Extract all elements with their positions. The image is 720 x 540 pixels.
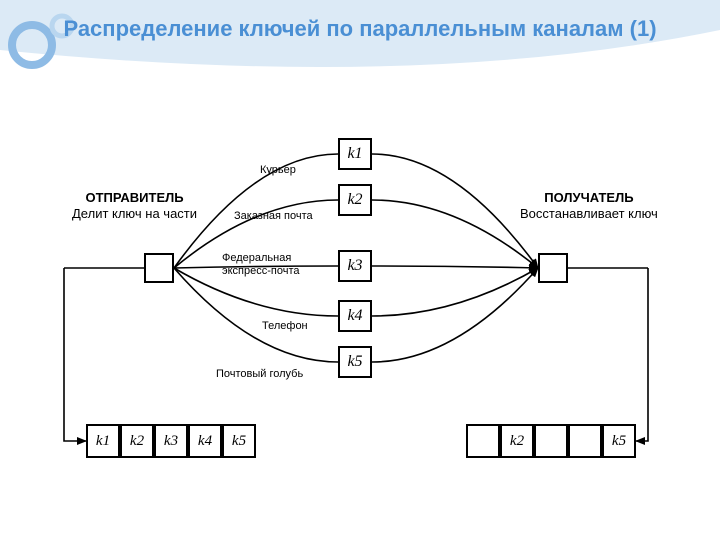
diagram-edges: [0, 0, 720, 540]
